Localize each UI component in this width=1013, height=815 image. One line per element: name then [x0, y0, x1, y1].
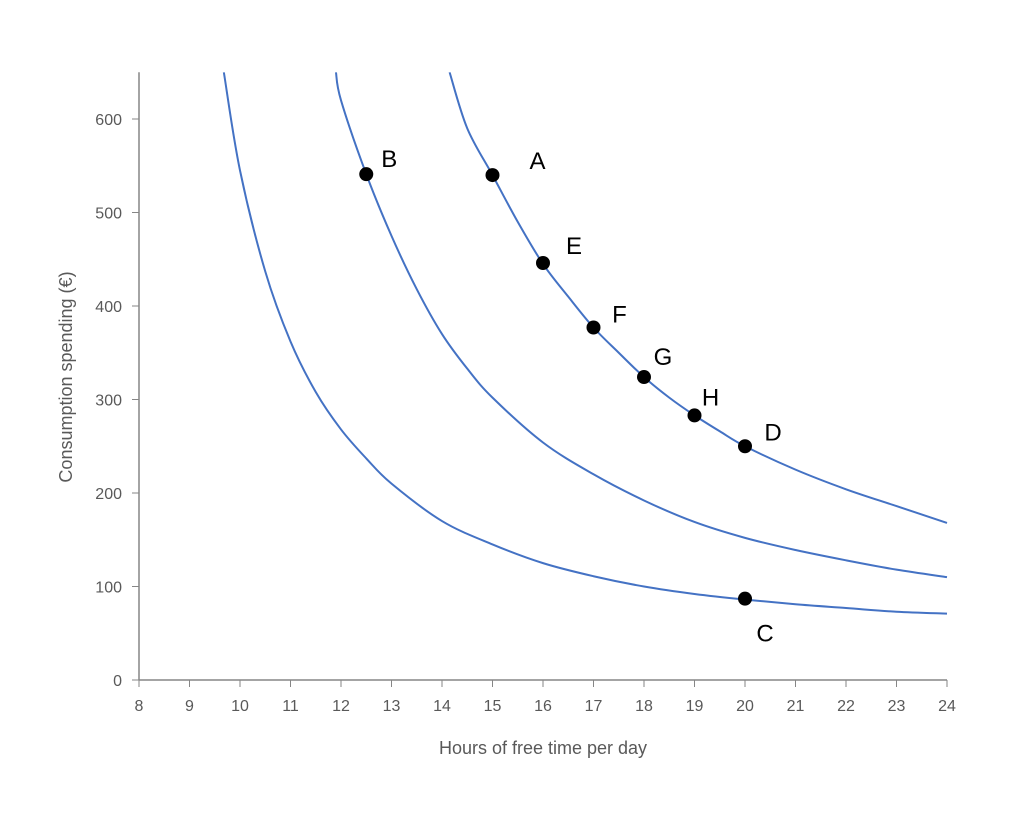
- point-label-g: G: [654, 344, 673, 371]
- axes-layer: 8 9 10 11 12 13 14 15 16 17 18 19 20 21 22 23 24 0 100 200 3…: [95, 72, 956, 715]
- points-layer: A B C D E FG H: [359, 146, 782, 648]
- point-g: [637, 370, 651, 385]
- x-tick-label: 8: [135, 698, 144, 715]
- x-tick-label: 21: [787, 698, 805, 715]
- point-label-e: E: [566, 233, 582, 260]
- y-tick-label: 300: [95, 393, 122, 410]
- point-label-a: A: [529, 148, 545, 175]
- point-label-h: H: [702, 384, 719, 411]
- point-a: [485, 168, 500, 183]
- x-tick-label: 12: [332, 698, 350, 715]
- x-tick-label: 10: [231, 698, 249, 715]
- x-tick-label: 9: [185, 698, 194, 715]
- x-tick-label: 22: [837, 698, 855, 715]
- x-axis-title: Hours of free time per day: [439, 738, 647, 758]
- x-tick-label: 14: [433, 698, 451, 715]
- y-tick-label: 0: [113, 673, 122, 690]
- point-label-c: C: [756, 621, 773, 648]
- x-tick-label: 19: [686, 698, 704, 715]
- indifference-curve-1: [222, 72, 948, 615]
- x-tick-label: 24: [938, 698, 956, 715]
- y-tick-label: 400: [95, 299, 122, 316]
- point-label-f: F: [612, 302, 627, 329]
- point-f: [586, 320, 601, 335]
- x-tick-label: 17: [585, 698, 603, 715]
- x-tick-label: 11: [282, 698, 299, 715]
- point-e: [536, 255, 550, 270]
- point-b: [359, 167, 374, 182]
- point-label-b: B: [381, 146, 397, 173]
- x-tick-label: 13: [383, 698, 401, 715]
- x-tick-label: 23: [888, 698, 906, 715]
- x-tick-label: 18: [635, 698, 653, 715]
- curves-layer: [222, 72, 948, 615]
- y-axis-title: Consumption spending (€): [56, 271, 76, 482]
- y-tick-label: 500: [95, 206, 122, 223]
- point-h: [687, 408, 702, 423]
- point-c: [738, 591, 752, 606]
- point-label-d: D: [764, 419, 781, 446]
- indifference-curve-2: [334, 72, 948, 579]
- indifference-curve-3: [448, 72, 948, 524]
- y-tick-label: 100: [95, 580, 122, 597]
- x-tick-label: 20: [736, 698, 754, 715]
- y-tick-label: 200: [95, 486, 122, 503]
- y-tick-label: 600: [95, 112, 122, 129]
- x-tick-label: 16: [534, 698, 552, 715]
- x-tick-label: 15: [484, 698, 502, 715]
- point-d: [738, 439, 752, 454]
